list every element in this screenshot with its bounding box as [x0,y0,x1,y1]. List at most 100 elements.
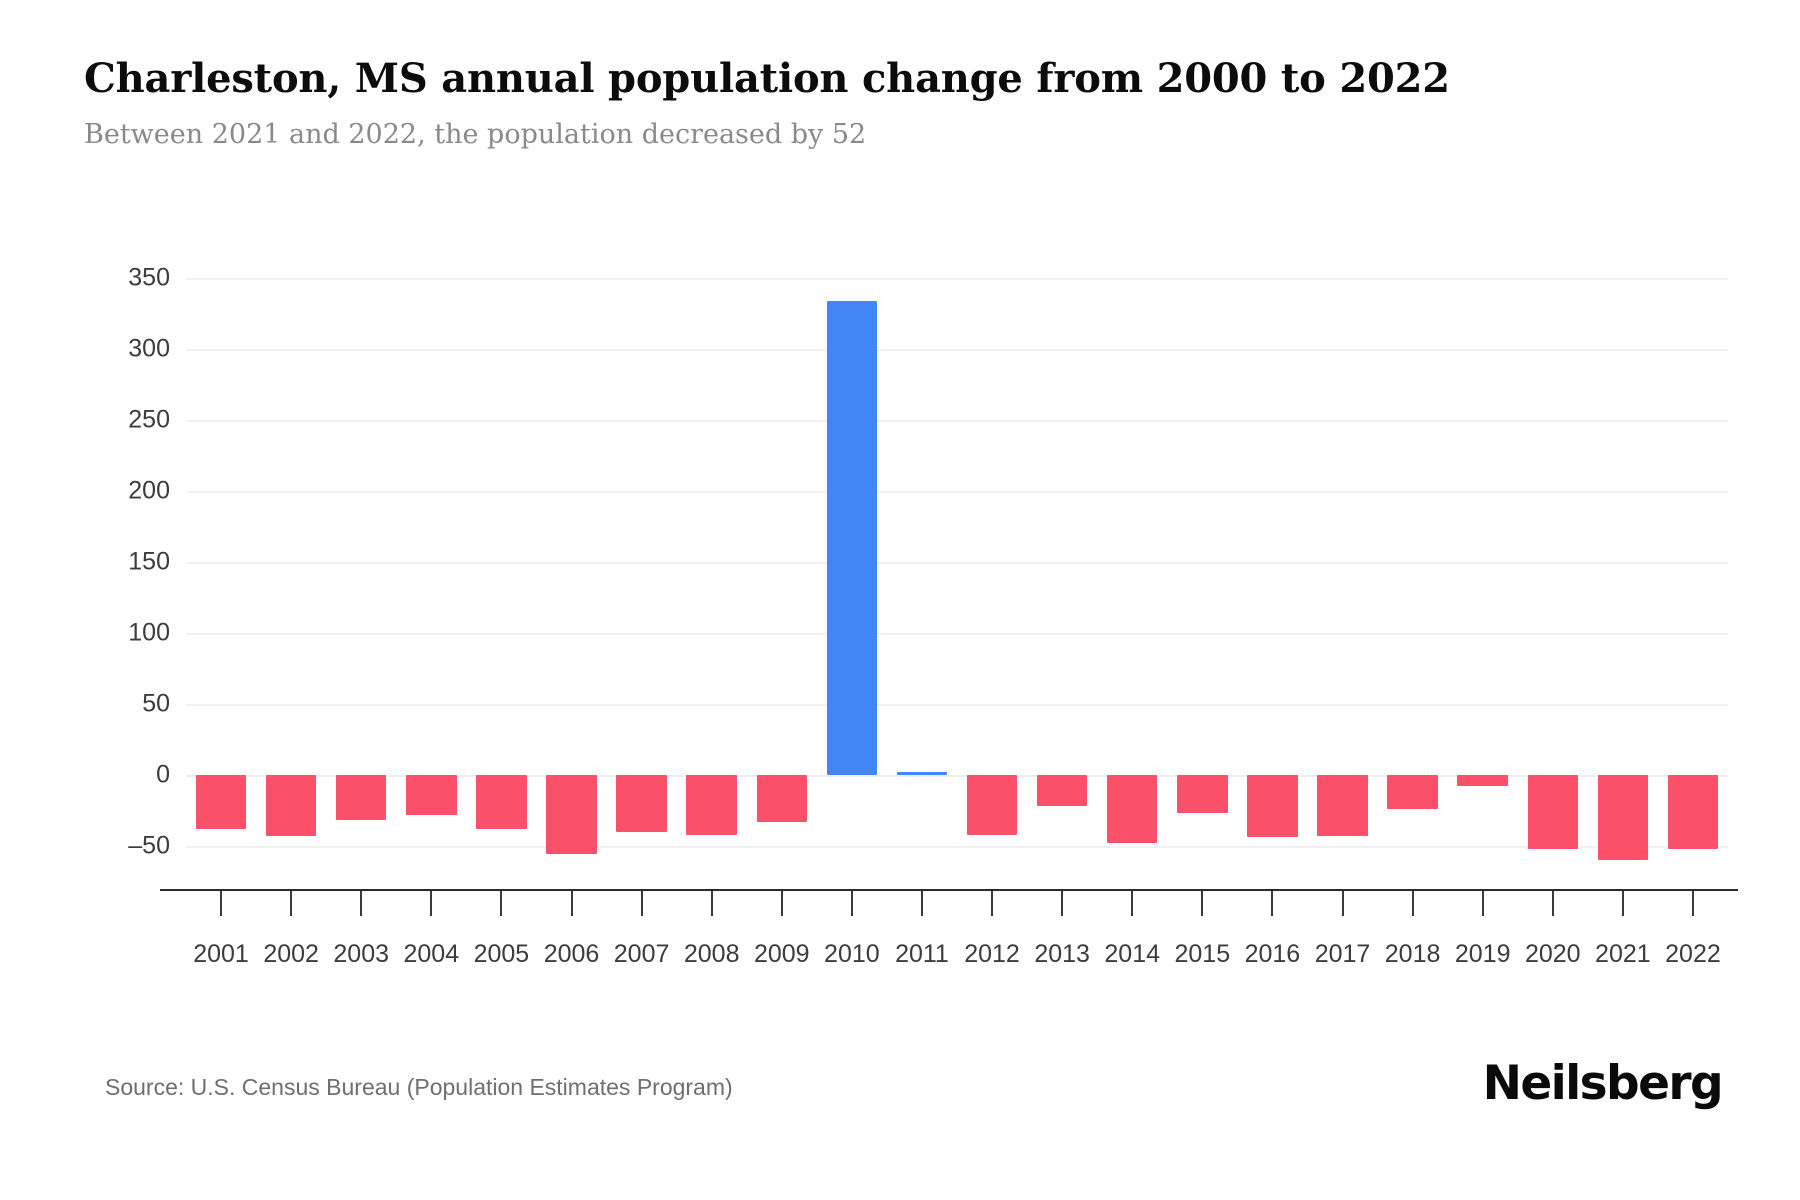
x-tick-label: 2005 [473,940,530,968]
x-tick [1061,891,1064,916]
bar-2008[interactable] [686,774,737,835]
bar-series [186,278,1728,861]
bar-2001[interactable] [195,774,247,829]
bar-slot [896,278,948,853]
bar-2009[interactable] [756,774,807,822]
x-tick-label: 2021 [1595,940,1651,968]
x-tick-label: 2013 [1034,940,1090,968]
x-tick-label: 2009 [753,940,810,968]
bar-slot [1247,278,1298,853]
y-tick-label: 0 [156,760,170,789]
gridline-150 [186,561,1728,564]
x-tick-label: 2012 [964,940,1020,968]
x-tick [290,891,293,916]
bar-slot [195,278,247,853]
bar-slot [966,278,1018,853]
x-tick-label: 2018 [1384,940,1441,968]
gridline-0 [186,774,1728,777]
y-tick-label: 350 [128,263,170,292]
bar-slot [265,278,317,853]
bar-slot [756,278,807,853]
bar-2022[interactable] [1667,774,1719,849]
bar-slot [1597,278,1649,861]
bar-slot [1457,278,1508,853]
bar-2003[interactable] [335,774,387,821]
x-tick [1341,891,1344,916]
bar-2012[interactable] [966,774,1018,835]
y-tick-label: ‒50 [128,831,170,860]
bar-2020[interactable] [1527,774,1578,849]
bar-2010[interactable] [826,300,878,775]
x-tick-label: 2007 [613,940,670,968]
x-tick [1551,891,1554,916]
gridline-200 [186,490,1728,493]
bar-2019[interactable] [1457,774,1508,787]
bar-slot [826,278,878,853]
bar-2016[interactable] [1247,774,1298,838]
x-tick [430,891,433,916]
bar-slot [406,278,457,853]
y-tick-label: 250 [128,405,170,434]
bar-slot [1177,278,1228,853]
x-tick-label: 2022 [1665,940,1721,968]
x-tick [1271,891,1274,916]
chart-header: Charleston, MS annual population change … [84,55,1684,152]
x-tick-label: 2019 [1454,940,1511,968]
x-tick-label: 2015 [1174,940,1231,968]
bar-slot [1527,278,1578,853]
bar-slot [546,278,597,855]
bar-2011[interactable] [896,772,948,776]
gridline--50 [186,845,1728,848]
bar-slot [1387,278,1438,853]
page-title: Charleston, MS annual population change … [84,55,1450,102]
y-tick-label: 50 [142,689,170,718]
gridline-100 [186,632,1728,635]
gridline-300 [186,348,1728,351]
bar-2015[interactable] [1177,774,1228,814]
x-tick [220,891,223,916]
x-tick [1131,891,1134,916]
x-tick [1481,891,1484,916]
x-tick-label: 2020 [1524,940,1581,968]
x-tick [710,891,713,916]
source-note: Source: U.S. Census Bureau (Population E… [105,1074,733,1100]
x-tick [991,891,994,916]
x-axis-labels: 2001 2002 2003 2004 2005 2006 2007 2008 2009 2010… [186,940,1728,984]
x-tick-label: 2008 [683,940,740,968]
x-tick-label: 2001 [193,940,249,968]
bar-slot [686,278,737,853]
bar-2006[interactable] [546,774,597,855]
x-tick-label: 2014 [1104,940,1161,968]
y-tick-label: 200 [128,476,170,505]
bar-2005[interactable] [476,774,527,829]
x-tick-label: 2010 [824,940,880,968]
bar-slot [616,278,667,853]
bar-slot [1667,278,1719,853]
gridline-50 [186,703,1728,706]
x-tick [640,891,643,916]
bar-2007[interactable] [616,774,667,832]
y-tick-label: 300 [128,334,170,363]
bar-2017[interactable] [1317,774,1368,836]
bar-2021[interactable] [1597,774,1649,861]
bar-slot [476,278,527,853]
gridline-350 [186,278,1728,280]
x-tick-label: 2011 [895,940,949,968]
bar-2004[interactable] [406,774,457,815]
bar-2018[interactable] [1387,774,1438,809]
x-tick-label: 2016 [1244,940,1301,968]
y-tick-label: 150 [128,547,170,576]
x-tick-label: 2004 [403,940,460,968]
bar-2014[interactable] [1106,774,1158,844]
x-tick [1621,891,1624,916]
bar-slot [1317,278,1368,853]
x-tick [850,891,853,916]
bar-2002[interactable] [265,774,317,836]
x-tick [780,891,783,916]
x-tick [1691,891,1694,916]
bar-2013[interactable] [1036,774,1088,807]
x-tick [500,891,503,916]
x-tick [1411,891,1414,916]
